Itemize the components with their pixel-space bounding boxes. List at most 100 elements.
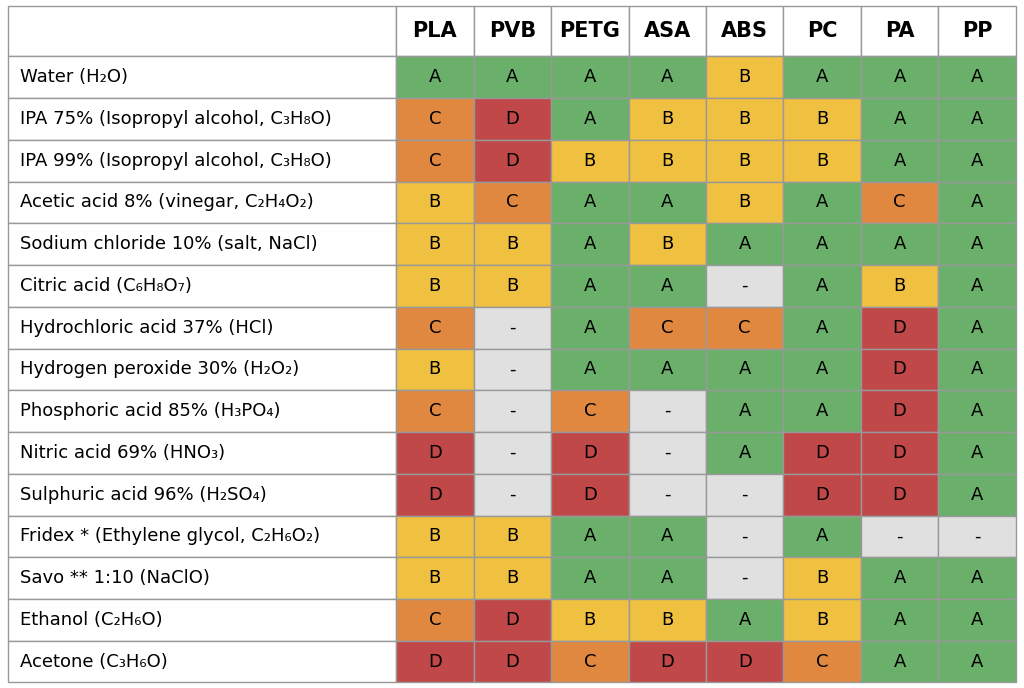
- Text: D: D: [428, 486, 441, 504]
- Bar: [551, 265, 629, 307]
- Text: B: B: [816, 151, 828, 170]
- Bar: [706, 349, 783, 390]
- Text: ABS: ABS: [721, 21, 768, 41]
- Text: -: -: [664, 444, 671, 462]
- Bar: [551, 557, 629, 599]
- Text: Hydrogen peroxide 30% (H₂O₂): Hydrogen peroxide 30% (H₂O₂): [20, 361, 300, 378]
- Text: B: B: [429, 528, 441, 546]
- Text: D: D: [506, 110, 519, 128]
- Bar: [629, 265, 706, 307]
- Text: Sodium chloride 10% (salt, NaCl): Sodium chloride 10% (salt, NaCl): [20, 235, 318, 253]
- Text: Nitric acid 69% (HNO₃): Nitric acid 69% (HNO₃): [20, 444, 225, 462]
- Bar: [473, 6, 551, 56]
- Text: Citric acid (C₆H₈O₇): Citric acid (C₆H₈O₇): [20, 277, 193, 295]
- Text: C: C: [816, 653, 828, 671]
- Text: B: B: [429, 277, 441, 295]
- Bar: [706, 307, 783, 349]
- Bar: [861, 390, 938, 432]
- Bar: [473, 390, 551, 432]
- Text: A: A: [893, 110, 906, 128]
- Text: B: B: [738, 68, 751, 86]
- Bar: [783, 307, 861, 349]
- Text: -: -: [741, 569, 748, 587]
- Bar: [783, 349, 861, 390]
- Text: A: A: [584, 361, 596, 378]
- Bar: [706, 557, 783, 599]
- Bar: [938, 599, 1016, 641]
- Text: B: B: [429, 235, 441, 253]
- Bar: [938, 432, 1016, 474]
- Text: B: B: [816, 110, 828, 128]
- Text: A: A: [816, 277, 828, 295]
- Bar: [8, 349, 396, 390]
- Bar: [396, 390, 473, 432]
- Text: D: D: [815, 486, 829, 504]
- Bar: [473, 474, 551, 515]
- Bar: [783, 56, 861, 98]
- Bar: [396, 349, 473, 390]
- Bar: [861, 98, 938, 140]
- Text: A: A: [584, 110, 596, 128]
- Text: C: C: [738, 319, 751, 336]
- Text: B: B: [738, 193, 751, 211]
- Bar: [8, 265, 396, 307]
- Bar: [861, 307, 938, 349]
- Text: Ethanol (C₂H₆O): Ethanol (C₂H₆O): [20, 611, 163, 629]
- Text: B: B: [662, 611, 674, 629]
- Text: D: D: [660, 653, 674, 671]
- Bar: [8, 432, 396, 474]
- Bar: [938, 515, 1016, 557]
- Bar: [783, 224, 861, 265]
- Bar: [396, 474, 473, 515]
- Text: D: D: [506, 151, 519, 170]
- Text: A: A: [893, 653, 906, 671]
- Bar: [629, 641, 706, 682]
- Bar: [396, 224, 473, 265]
- Text: A: A: [816, 68, 828, 86]
- Bar: [783, 182, 861, 224]
- Text: A: A: [971, 486, 983, 504]
- Text: Water (H₂O): Water (H₂O): [20, 68, 128, 86]
- Text: D: D: [506, 611, 519, 629]
- Bar: [938, 307, 1016, 349]
- Text: A: A: [971, 611, 983, 629]
- Text: B: B: [738, 110, 751, 128]
- Text: C: C: [429, 151, 441, 170]
- Bar: [551, 140, 629, 182]
- Text: PETG: PETG: [559, 21, 621, 41]
- Text: A: A: [971, 110, 983, 128]
- Bar: [861, 432, 938, 474]
- Bar: [8, 307, 396, 349]
- Text: A: A: [584, 319, 596, 336]
- Text: IPA 75% (Isopropyl alcohol, C₃H₈O): IPA 75% (Isopropyl alcohol, C₃H₈O): [20, 110, 332, 128]
- Bar: [473, 307, 551, 349]
- Text: A: A: [662, 569, 674, 587]
- Text: A: A: [816, 402, 828, 420]
- Bar: [473, 557, 551, 599]
- Bar: [473, 56, 551, 98]
- Bar: [551, 599, 629, 641]
- Text: A: A: [971, 569, 983, 587]
- Text: C: C: [429, 319, 441, 336]
- Text: A: A: [816, 361, 828, 378]
- Bar: [473, 182, 551, 224]
- Bar: [551, 224, 629, 265]
- Bar: [938, 265, 1016, 307]
- Text: A: A: [584, 569, 596, 587]
- Bar: [938, 641, 1016, 682]
- Text: -: -: [509, 319, 515, 336]
- Text: Acetone (C₃H₆O): Acetone (C₃H₆O): [20, 653, 168, 671]
- Bar: [783, 599, 861, 641]
- Text: A: A: [816, 193, 828, 211]
- Bar: [861, 599, 938, 641]
- Bar: [629, 557, 706, 599]
- Text: -: -: [664, 486, 671, 504]
- Text: D: D: [893, 444, 906, 462]
- Text: A: A: [971, 277, 983, 295]
- Text: B: B: [584, 151, 596, 170]
- Bar: [706, 432, 783, 474]
- Bar: [8, 182, 396, 224]
- Text: PC: PC: [807, 21, 838, 41]
- Bar: [706, 182, 783, 224]
- Bar: [551, 98, 629, 140]
